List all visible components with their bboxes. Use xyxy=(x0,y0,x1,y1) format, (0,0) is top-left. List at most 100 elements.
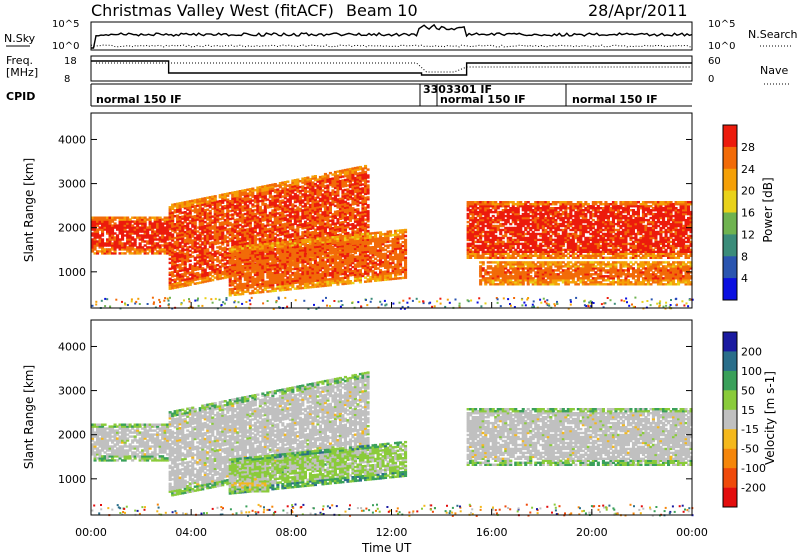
echo-cell xyxy=(183,244,187,248)
echo-cell xyxy=(168,220,172,223)
echo-cell xyxy=(128,230,132,233)
echo-cell xyxy=(208,235,212,239)
echo-cell xyxy=(223,226,227,230)
echo-cell xyxy=(116,236,120,239)
echo-cell xyxy=(238,273,242,276)
echo-cell xyxy=(186,214,190,217)
echo-cell xyxy=(118,220,122,223)
echo-cell xyxy=(223,258,227,261)
echo-cell xyxy=(233,191,237,194)
echo-cell xyxy=(101,232,105,235)
echo-cell xyxy=(216,272,220,275)
echo-cell xyxy=(208,217,212,221)
echo-cell xyxy=(178,285,182,288)
echo-cell xyxy=(146,232,150,235)
echo-cell xyxy=(238,194,242,197)
echo-cell xyxy=(241,197,245,200)
echo-cell xyxy=(173,274,177,277)
echo-cell xyxy=(118,248,122,251)
echo-cell xyxy=(206,272,210,275)
echo-cell xyxy=(221,217,225,220)
echo-cell xyxy=(218,247,222,251)
echo-cell xyxy=(126,222,130,225)
echo-cell xyxy=(213,199,217,202)
echo-cell xyxy=(238,207,242,211)
echo-cell xyxy=(203,201,207,204)
echo-cell xyxy=(188,245,192,249)
echo-cell xyxy=(243,199,247,202)
echo-cell xyxy=(236,204,240,207)
echo-cell xyxy=(211,197,215,200)
echo-cell xyxy=(126,220,130,223)
echo-cell xyxy=(196,236,200,239)
echo-cell xyxy=(198,237,202,241)
echo-cell xyxy=(178,263,182,266)
echo-cell xyxy=(183,203,187,206)
echo-cell xyxy=(158,230,162,233)
echo-cell xyxy=(226,198,230,201)
echo-cell xyxy=(136,250,140,253)
echo-cell xyxy=(126,250,130,253)
echo-cell xyxy=(213,234,217,238)
echo-cell xyxy=(193,220,197,224)
echo-cell xyxy=(133,226,137,229)
echo-cell xyxy=(128,250,132,253)
echo-cell xyxy=(186,254,190,257)
echo-cell xyxy=(183,207,187,210)
echo-cell xyxy=(181,255,185,258)
echo-cell xyxy=(113,238,117,241)
echo-cell xyxy=(106,218,110,221)
echo-cell xyxy=(168,283,172,286)
echo-cell xyxy=(121,220,125,223)
echo-cell xyxy=(211,271,215,274)
echo-cell xyxy=(218,235,222,239)
echo-cell xyxy=(178,223,182,227)
echo-cell xyxy=(201,213,205,216)
echo-cell xyxy=(226,270,230,273)
echo-cell xyxy=(238,201,242,205)
echo-cell xyxy=(188,259,192,262)
echo-cell xyxy=(96,218,100,221)
echo-cell xyxy=(166,222,170,225)
echo-cell xyxy=(226,268,230,271)
echo-cell xyxy=(108,232,112,235)
echo-cell xyxy=(198,200,202,203)
echo-cell xyxy=(213,272,217,275)
echo-cell xyxy=(201,255,205,258)
echo-cell xyxy=(93,234,97,237)
echo-cell xyxy=(133,230,137,233)
echo-cell xyxy=(106,230,110,233)
echo-cell xyxy=(231,201,235,204)
echo-cell xyxy=(226,244,230,247)
echo-cell xyxy=(208,231,212,235)
echo-cell xyxy=(208,229,212,233)
echo-cell xyxy=(121,230,125,233)
echo-cell xyxy=(221,223,225,226)
echo-cell xyxy=(203,234,207,238)
echo-cell xyxy=(186,256,190,259)
echo-cell xyxy=(158,238,162,241)
echo-cell xyxy=(121,218,125,221)
echo-cell xyxy=(136,232,140,235)
echo-cell xyxy=(168,285,172,288)
echo-cell xyxy=(106,228,110,231)
echo-cell xyxy=(181,225,185,228)
echo-cell xyxy=(231,191,235,194)
echo-cell xyxy=(171,219,175,222)
echo-cell xyxy=(218,269,222,272)
echo-cell xyxy=(218,259,222,262)
echo-cell xyxy=(183,284,187,287)
echo-cell xyxy=(186,236,190,239)
echo-cell xyxy=(161,234,165,237)
echo-cell xyxy=(156,220,160,223)
echo-cell xyxy=(183,220,187,224)
freq-unit: [MHz] xyxy=(6,66,38,79)
echo-cell xyxy=(203,244,207,248)
nsky-left-tick-bottom: 10^0 xyxy=(52,41,79,52)
echo-cell xyxy=(226,202,230,205)
echo-cell xyxy=(193,228,197,232)
echo-cell xyxy=(126,240,130,243)
echo-cell xyxy=(241,213,245,216)
echo-cell xyxy=(198,231,202,235)
echo-cell xyxy=(233,201,237,204)
